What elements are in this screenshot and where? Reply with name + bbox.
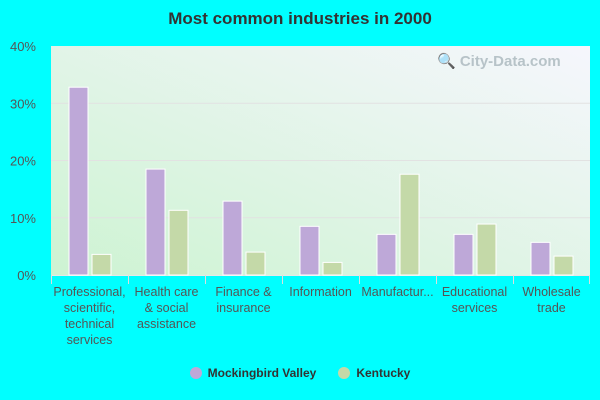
x-tick-label: technical [65, 317, 114, 331]
legend-item-mockingbird-valley[interactable]: Mockingbird Valley [189, 366, 317, 380]
y-tick-label: 30% [10, 96, 36, 111]
x-tick-label: services [67, 333, 113, 347]
bar-mockingbird-valley [453, 233, 474, 276]
y-tick-label: 0% [17, 268, 36, 283]
bar-mockingbird-valley [299, 225, 320, 276]
chart-title: Most common industries in 2000 [168, 9, 432, 28]
x-tick-label: Educational [442, 285, 507, 299]
y-tick-label: 10% [10, 211, 36, 226]
legend-swatch [338, 367, 351, 379]
legend-swatch [189, 367, 202, 379]
bar-mockingbird-valley [530, 241, 551, 276]
legend-label: Kentucky [356, 366, 411, 380]
bar-kentucky [399, 173, 420, 276]
legend-label: Mockingbird Valley [207, 366, 317, 380]
x-tick-label: insurance [216, 301, 270, 315]
bar-kentucky [91, 253, 112, 276]
x-tick-label: Manufactur... [361, 285, 433, 299]
x-tick-label: Information [289, 285, 352, 299]
legend-item-kentucky[interactable]: Kentucky [338, 366, 410, 380]
legend: Mockingbird Valley Kentucky [0, 366, 600, 380]
x-tick-label: assistance [137, 317, 196, 331]
x-tick-label: Health care [135, 285, 199, 299]
bar-mockingbird-valley [68, 86, 89, 276]
bar-kentucky [476, 223, 497, 276]
bar-mockingbird-valley [376, 233, 397, 276]
x-tick-label: Finance & [215, 285, 272, 299]
y-tick-label: 40% [10, 39, 36, 54]
x-tick-label: Professional, [53, 285, 125, 299]
y-tick-label: 20% [10, 154, 36, 169]
x-tick-label: trade [537, 301, 566, 315]
x-tick-label: Wholesale [522, 285, 580, 299]
bar-kentucky [168, 209, 189, 276]
watermark-logo: 🔍 City-Data.com [437, 53, 561, 70]
bar-mockingbird-valley [222, 200, 243, 276]
bar-kentucky [553, 255, 574, 276]
x-tick-label: & social [145, 301, 189, 315]
bar-kentucky [322, 261, 343, 276]
bar-mockingbird-valley [145, 168, 166, 276]
x-tick-label: scientific, [64, 301, 115, 315]
bar-kentucky [245, 251, 266, 276]
x-tick-label: services [452, 301, 498, 315]
